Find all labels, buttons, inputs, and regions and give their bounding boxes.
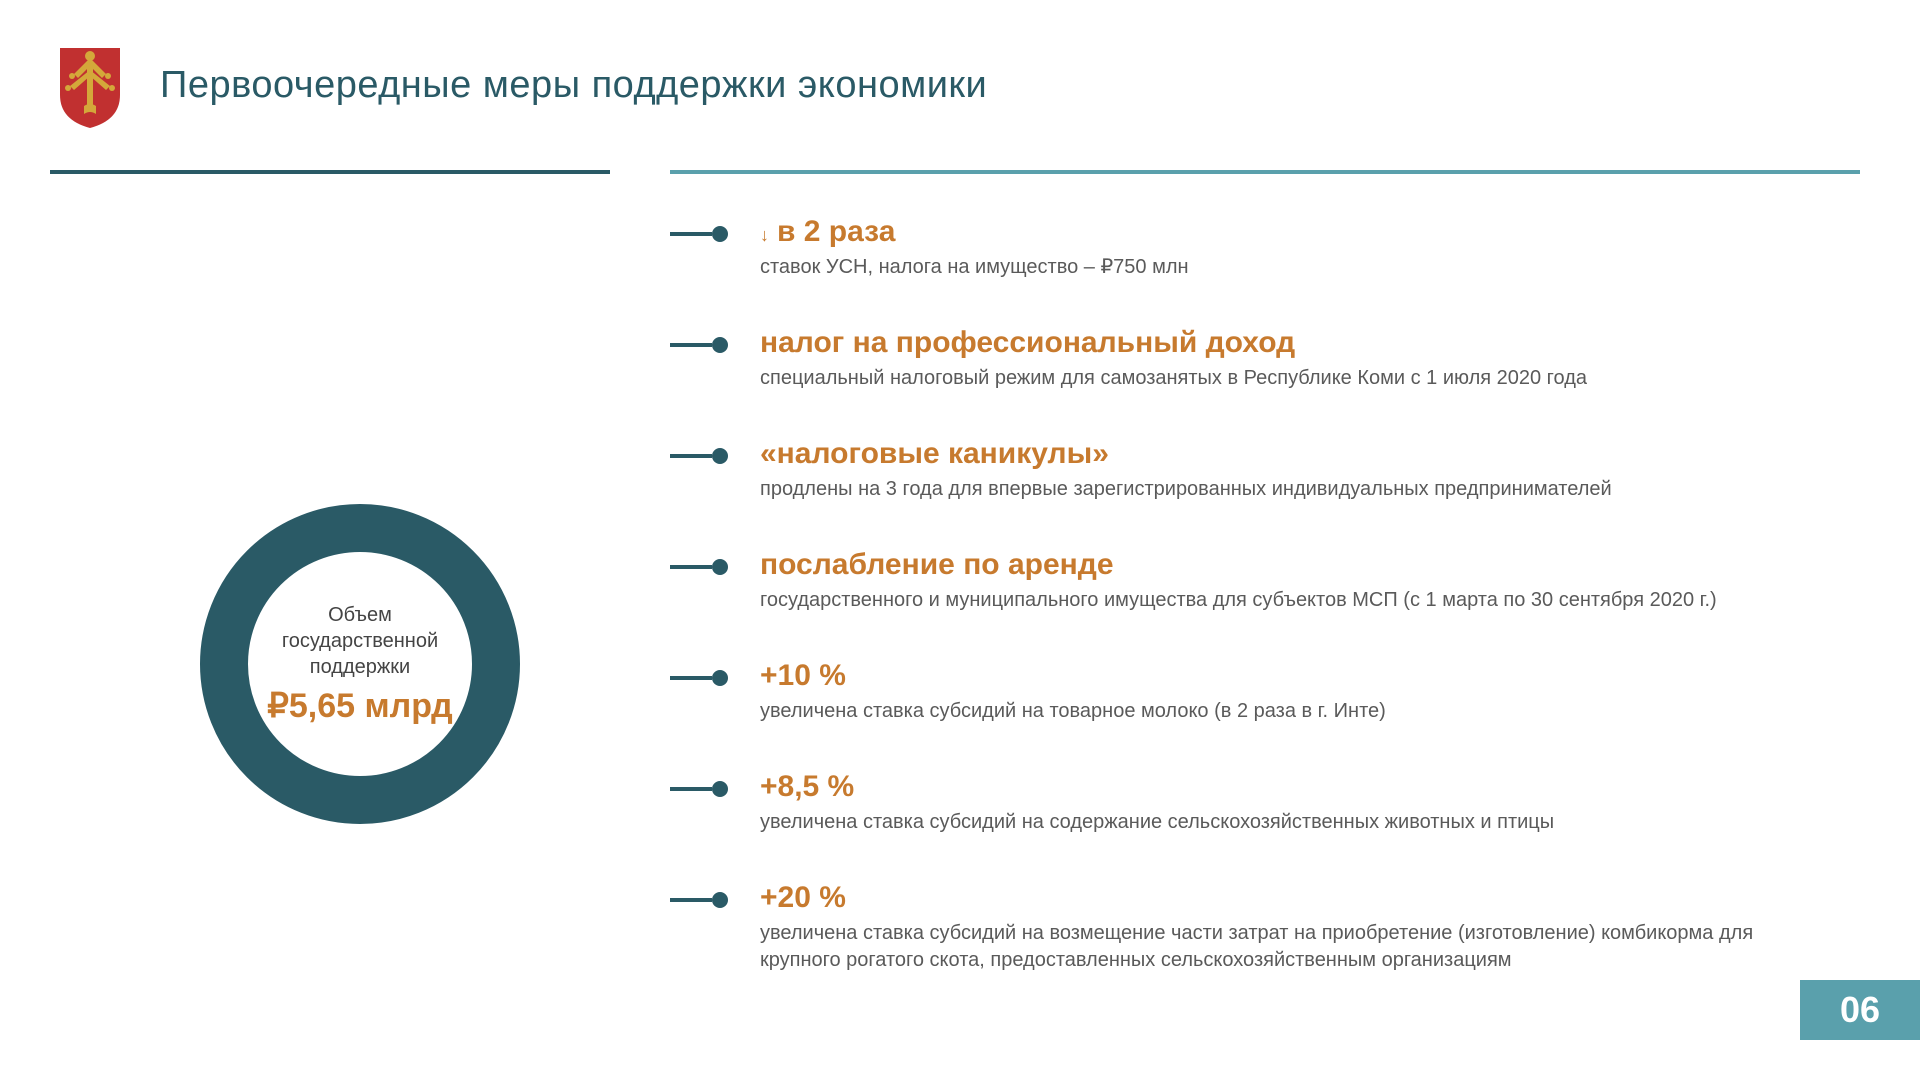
header: Первоочередные меры поддержки экономики <box>50 40 1860 130</box>
list-item: послабление по аренде государственного и … <box>670 547 1820 614</box>
item-title: +10 % <box>760 658 1820 694</box>
item-title-text: +20 % <box>760 880 846 916</box>
item-title-text: +8,5 % <box>760 769 854 805</box>
content: Объем государственной поддержки ₽5,65 мл… <box>50 214 1860 974</box>
bullet-icon <box>670 226 730 242</box>
item-desc: продлены на 3 года для впервые зарегистр… <box>760 476 1820 503</box>
item-title: «налоговые каникулы» <box>760 436 1820 472</box>
list-item: +20 % увеличена ставка субсидий на возмещ… <box>670 880 1820 974</box>
divider-left <box>50 170 610 174</box>
list-item: +8,5 % увеличена ставка субсидий на содер… <box>670 769 1820 836</box>
item-title: налог на профессиональный доход <box>760 325 1820 361</box>
page-title: Первоочередные меры поддержки экономики <box>160 64 987 107</box>
item-title-text: налог на профессиональный доход <box>760 325 1295 361</box>
dividers <box>50 170 1860 174</box>
item-title: послабление по аренде <box>760 547 1820 583</box>
right-column: ↓ в 2 раза ставок УСН, налога на имущество… <box>670 214 1860 974</box>
donut-center: Объем государственной поддержки ₽5,65 мл… <box>250 602 470 726</box>
item-title-text: послабление по аренде <box>760 547 1114 583</box>
item-desc: увеличена ставка субсидий на товарное мо… <box>760 698 1820 725</box>
slide: Первоочередные меры поддержки экономики … <box>0 0 1920 1080</box>
donut-chart: Объем государственной поддержки ₽5,65 мл… <box>190 494 530 834</box>
bullet-icon <box>670 670 730 686</box>
item-body: «налоговые каникулы» продлены на 3 года д… <box>760 436 1820 503</box>
item-desc: увеличена ставка субсидий на возмещение … <box>760 920 1820 974</box>
item-title: ↓ в 2 раза <box>760 214 1820 250</box>
item-desc: специальный налоговый режим для самозаня… <box>760 365 1820 392</box>
item-body: +8,5 % увеличена ставка субсидий на содер… <box>760 769 1820 836</box>
list-item: «налоговые каникулы» продлены на 3 года д… <box>670 436 1820 503</box>
item-title: +8,5 % <box>760 769 1820 805</box>
bullet-icon <box>670 559 730 575</box>
item-body: налог на профессиональный доход специальн… <box>760 325 1820 392</box>
bullet-icon <box>670 781 730 797</box>
item-title: +20 % <box>760 880 1820 916</box>
item-body: +10 % увеличена ставка субсидий на товарн… <box>760 658 1820 725</box>
item-body: ↓ в 2 раза ставок УСН, налога на имущество… <box>760 214 1820 281</box>
item-body: +20 % увеличена ставка субсидий на возмещ… <box>760 880 1820 974</box>
page-number-badge: 06 <box>1800 980 1920 1040</box>
item-body: послабление по аренде государственного и … <box>760 547 1820 614</box>
bullet-icon <box>670 337 730 353</box>
donut-value: ₽5,65 млрд <box>250 686 470 726</box>
item-title-text: в 2 раза <box>777 214 895 250</box>
bullet-icon <box>670 892 730 908</box>
donut-label: Объем государственной поддержки <box>250 602 470 680</box>
down-arrow-icon: ↓ <box>760 225 769 247</box>
list-item: ↓ в 2 раза ставок УСН, налога на имущество… <box>670 214 1820 281</box>
coat-of-arms-icon <box>50 40 130 130</box>
item-desc: увеличена ставка субсидий на содержание … <box>760 809 1820 836</box>
item-desc: ставок УСН, налога на имущество – ₽750 м… <box>760 254 1820 281</box>
list-item: +10 % увеличена ставка субсидий на товарн… <box>670 658 1820 725</box>
item-title-text: «налоговые каникулы» <box>760 436 1109 472</box>
item-title-text: +10 % <box>760 658 846 694</box>
list-item: налог на профессиональный доход специальн… <box>670 325 1820 392</box>
item-desc: государственного и муниципального имущес… <box>760 587 1820 614</box>
left-column: Объем государственной поддержки ₽5,65 мл… <box>50 214 670 974</box>
bullet-icon <box>670 448 730 464</box>
divider-right <box>670 170 1860 174</box>
